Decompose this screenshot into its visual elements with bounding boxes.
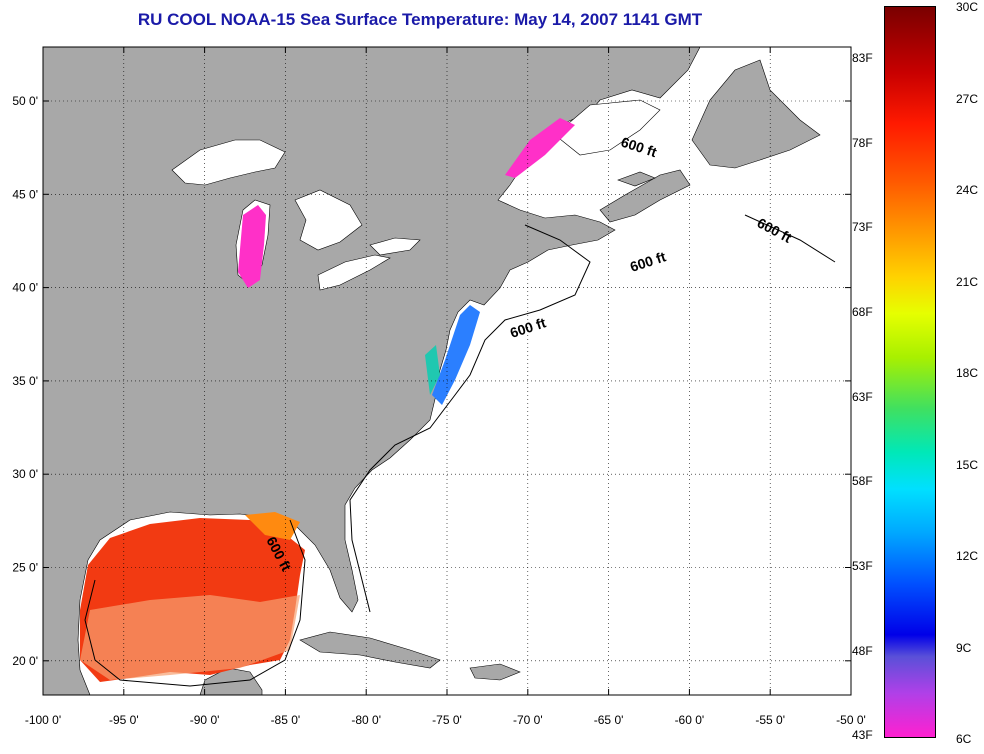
- longitude-label: -100 0': [25, 713, 61, 727]
- nova-scotia-land: [599, 169, 691, 223]
- colorbar-celsius-label: 21C: [956, 274, 979, 289]
- colorbar-celsius-label: 30C: [956, 0, 979, 14]
- colorbar-fahrenheit-label: 83F: [852, 50, 873, 65]
- longitude-label: -95 0': [109, 713, 139, 727]
- isobath-600ft: [84, 214, 836, 687]
- longitude-label: -70 0': [513, 713, 543, 727]
- cuba-land: [299, 631, 441, 669]
- lake-superior: [171, 139, 286, 186]
- longitude-label: -90 0': [190, 713, 220, 727]
- colorbar-fahrenheit-label: 78F: [852, 135, 873, 150]
- longitude-label: -60 0': [675, 713, 705, 727]
- colorbar-celsius-label: 18C: [956, 366, 979, 380]
- longitude-label: -85 0': [271, 713, 301, 727]
- sst-gulf-speckle: [80, 595, 300, 680]
- hispaniola-land: [469, 663, 521, 681]
- colorbar-fahrenheit-label: 63F: [852, 389, 873, 404]
- colorbar-fahrenheit-label: 58F: [852, 474, 873, 489]
- land-masses: [42, 46, 821, 696]
- latitude-label: 25 0': [12, 561, 38, 575]
- temperature-colorbar: [884, 6, 936, 738]
- latitude-label: 30 0': [12, 467, 38, 481]
- colorbar-celsius-label: 15C: [956, 457, 979, 472]
- longitude-label: -50 0': [836, 713, 866, 727]
- colorbar-fahrenheit-label: 53F: [852, 559, 873, 574]
- sst-st-lawrence-cold: [505, 118, 575, 178]
- colorbar-celsius-label: 6C: [956, 732, 972, 746]
- colorbar-fahrenheit-label: 43F: [852, 728, 873, 742]
- pei-land: [617, 171, 656, 187]
- latitude-labels: 50 0' 45 0' 40 0' 35 0' 30 0' 25 0' 20 0': [12, 94, 38, 668]
- colorbar-celsius-label: 24C: [956, 183, 979, 197]
- axis-ticks: [42, 47, 852, 695]
- latitude-label: 35 0': [12, 374, 38, 388]
- colorbar-celsius-label: 9C: [956, 640, 972, 655]
- colorbar-celsius-label: 27C: [956, 91, 979, 106]
- latitude-label: 20 0': [12, 654, 38, 668]
- colorbar-celsius-label: 12C: [956, 549, 979, 563]
- lake-huron: [294, 189, 363, 251]
- sst-lake-michigan-cold: [238, 205, 266, 288]
- latitude-label: 40 0': [12, 281, 38, 295]
- colorbar-fahrenheit-label: 48F: [852, 643, 873, 658]
- sst-chesapeake: [425, 345, 440, 395]
- latitude-label: 45 0': [12, 187, 38, 201]
- colorbar-fahrenheit-label: 68F: [852, 305, 873, 319]
- sst-florida-shelf: [245, 512, 300, 540]
- map-title: RU COOL NOAA-15 Sea Surface Temperature:…: [137, 10, 703, 29]
- latitude-label: 50 0': [12, 94, 38, 108]
- longitude-labels: -100 0' -95 0' -90 0' -85 0' -80 0' -75 0' -70…: [25, 713, 866, 727]
- lake-erie: [317, 254, 391, 291]
- newfoundland-land: [691, 59, 821, 169]
- lake-ontario: [369, 237, 421, 256]
- graticule: [43, 47, 851, 695]
- gulf-st-lawrence-water: [554, 99, 661, 156]
- colorbar-fahrenheit-label: 73F: [852, 220, 873, 235]
- longitude-label: -55 0': [755, 713, 785, 727]
- sst-overlay: [80, 118, 575, 682]
- sst-mid-atlantic-cool: [432, 305, 480, 405]
- longitude-label: -65 0': [594, 713, 624, 727]
- longitude-label: -80 0': [351, 713, 381, 727]
- longitude-label: -75 0': [432, 713, 462, 727]
